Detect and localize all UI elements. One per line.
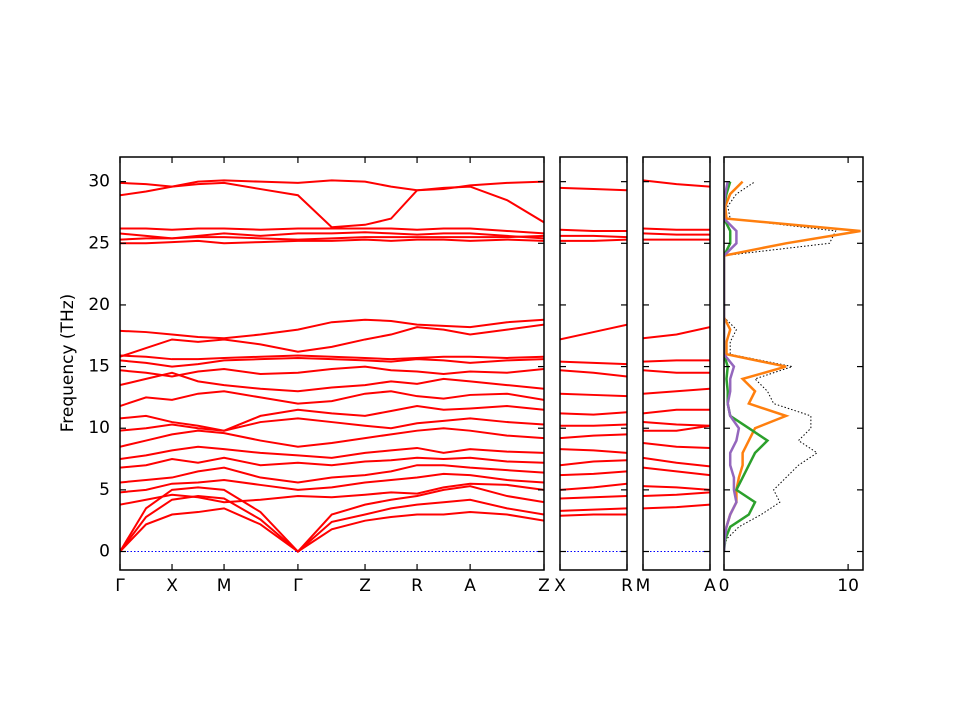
plot-area bbox=[643, 179, 710, 553]
band bbox=[643, 369, 710, 374]
band bbox=[560, 323, 627, 341]
band bbox=[560, 495, 627, 500]
band bbox=[560, 411, 627, 416]
band bbox=[560, 392, 627, 398]
x-tick-label: A bbox=[464, 576, 476, 596]
band bbox=[560, 360, 627, 366]
band bbox=[120, 365, 544, 378]
band bbox=[560, 470, 627, 477]
band bbox=[560, 482, 627, 491]
y-tick-label: 5 bbox=[99, 480, 110, 500]
x-tick-label: Γ bbox=[115, 576, 125, 596]
band bbox=[643, 456, 710, 468]
band bbox=[120, 485, 544, 553]
plot-area bbox=[120, 179, 544, 553]
band bbox=[643, 466, 710, 477]
band bbox=[120, 323, 544, 358]
y-axis-label: Frequency (THz) bbox=[58, 294, 78, 433]
x-tick-label: X bbox=[554, 576, 566, 596]
band bbox=[560, 513, 627, 517]
x-tick-label: M bbox=[217, 576, 232, 596]
x-tick-label: R bbox=[411, 576, 423, 596]
band bbox=[120, 371, 544, 393]
axes-frame bbox=[642, 156, 711, 571]
y-tick-label: 20 bbox=[88, 295, 110, 315]
band bbox=[643, 227, 710, 231]
axes-frame bbox=[559, 156, 628, 571]
band bbox=[560, 369, 627, 378]
band bbox=[643, 179, 710, 188]
band bbox=[643, 485, 710, 491]
y-tick-label: 25 bbox=[88, 233, 110, 253]
x-tick-label: 0 bbox=[719, 576, 730, 596]
y-tick-label: 15 bbox=[88, 357, 110, 377]
band bbox=[120, 356, 544, 368]
x-tick-label: R bbox=[621, 576, 633, 596]
band bbox=[560, 234, 627, 239]
band bbox=[643, 424, 710, 432]
x-tick-label: 10 bbox=[837, 576, 859, 596]
band bbox=[120, 427, 544, 448]
band bbox=[120, 318, 544, 340]
band bbox=[643, 408, 710, 415]
band bbox=[120, 445, 544, 461]
y-tick-label: 30 bbox=[88, 172, 110, 192]
band bbox=[643, 387, 710, 395]
band bbox=[560, 459, 627, 467]
band bbox=[560, 238, 627, 242]
band bbox=[560, 186, 627, 192]
band bbox=[643, 503, 710, 510]
x-tick-label: Z bbox=[359, 576, 371, 596]
band bbox=[120, 231, 544, 240]
dos-curve bbox=[724, 181, 837, 552]
band bbox=[560, 507, 627, 512]
band bbox=[643, 421, 710, 427]
band bbox=[120, 238, 544, 245]
band bbox=[560, 228, 627, 232]
band bbox=[120, 472, 544, 494]
band bbox=[120, 354, 544, 361]
band bbox=[560, 433, 627, 440]
band bbox=[120, 495, 544, 553]
dos-curve bbox=[724, 181, 741, 552]
x-tick-label: Z bbox=[538, 576, 550, 596]
band bbox=[560, 423, 627, 427]
x-tick-label: M bbox=[636, 576, 651, 596]
band bbox=[643, 442, 710, 449]
band bbox=[560, 448, 627, 454]
band bbox=[643, 491, 710, 498]
band bbox=[120, 456, 544, 469]
band bbox=[643, 232, 710, 236]
band bbox=[120, 482, 544, 506]
band bbox=[120, 464, 544, 484]
band bbox=[120, 390, 544, 407]
band bbox=[120, 405, 544, 432]
band bbox=[120, 227, 544, 235]
y-tick-label: 10 bbox=[88, 418, 110, 438]
axes-frame bbox=[723, 156, 864, 571]
band bbox=[120, 181, 544, 229]
band bbox=[643, 359, 710, 363]
x-tick-label: A bbox=[704, 576, 716, 596]
x-tick-label: Γ bbox=[293, 576, 303, 596]
axes-frame bbox=[119, 156, 545, 571]
plot-area bbox=[560, 186, 627, 553]
y-tick-label: 0 bbox=[99, 542, 110, 562]
band bbox=[120, 417, 544, 432]
dos-curve bbox=[724, 181, 770, 552]
band bbox=[643, 326, 710, 340]
band bbox=[120, 507, 544, 553]
plot-area bbox=[724, 180, 861, 552]
band bbox=[120, 179, 544, 192]
x-tick-label: X bbox=[166, 576, 178, 596]
